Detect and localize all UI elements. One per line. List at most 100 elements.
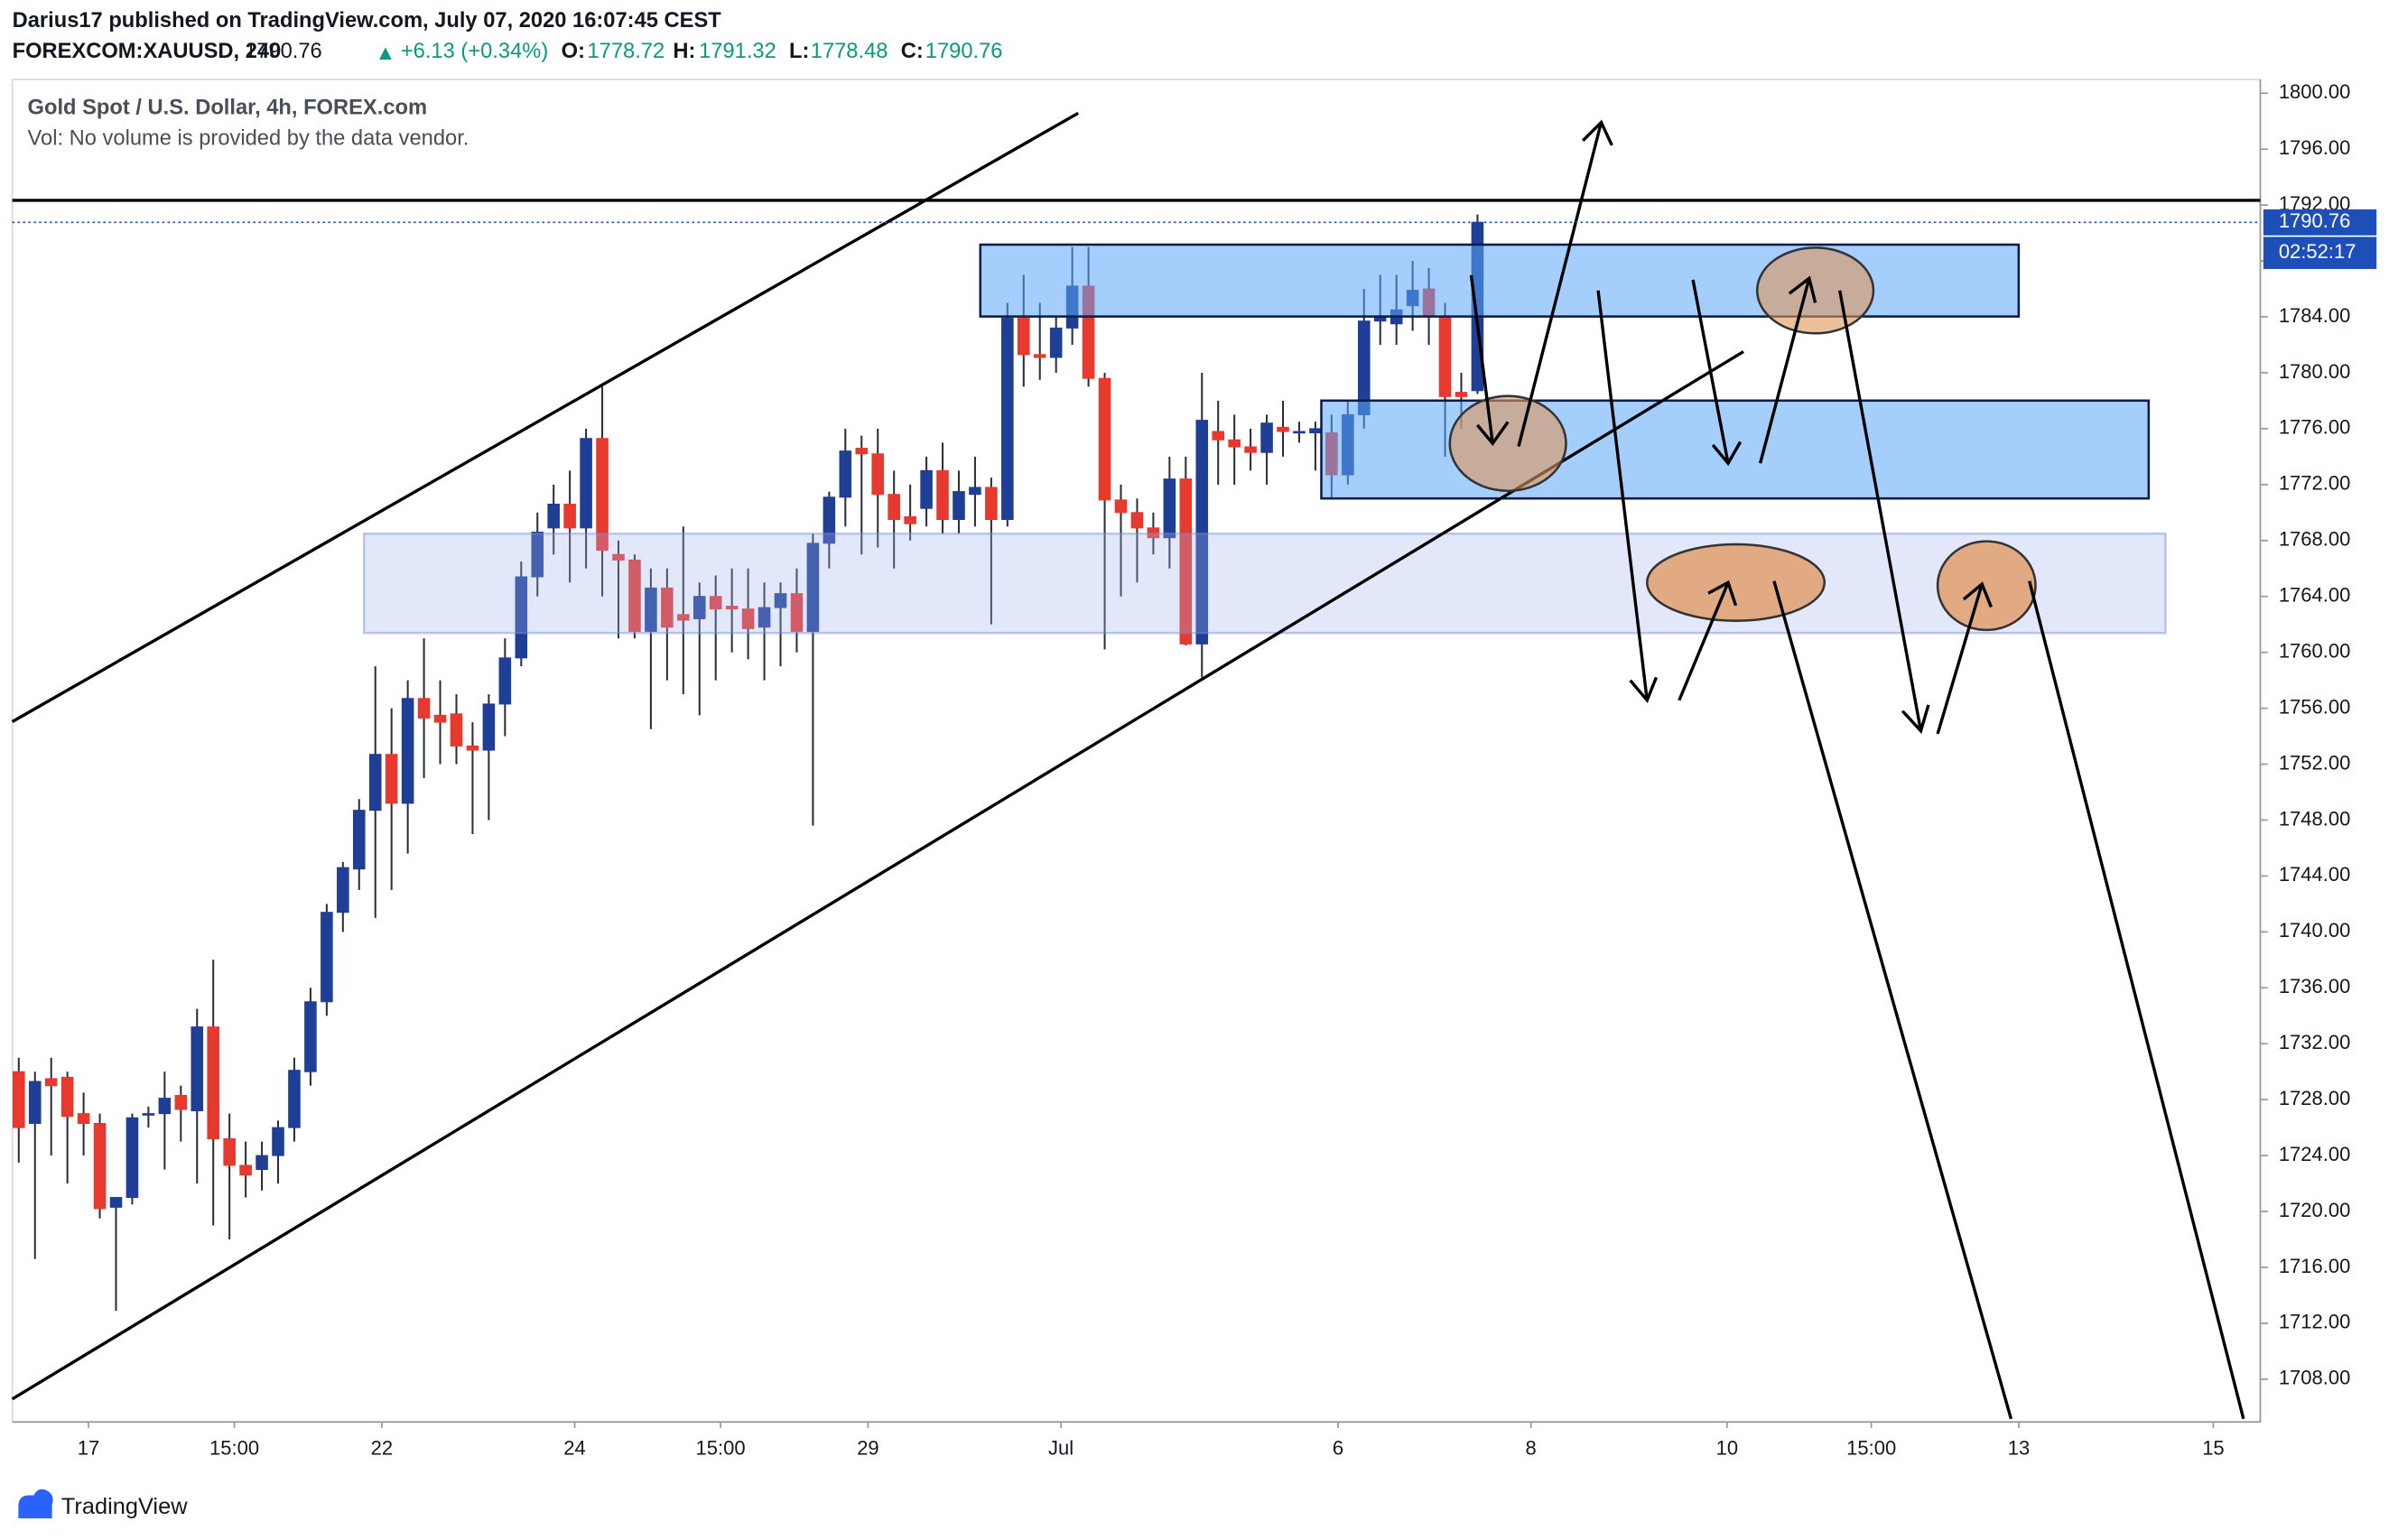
candle-body — [1130, 512, 1144, 529]
candle-body — [191, 1026, 204, 1112]
candle-body — [758, 607, 771, 628]
candle-body — [741, 608, 755, 629]
candle-body — [839, 450, 852, 498]
candle-body — [692, 596, 706, 619]
x-tick-label: 15:00 — [1846, 1437, 1896, 1460]
candle-body — [774, 593, 787, 608]
y-tick-label: 1768.00 — [2279, 528, 2351, 551]
candle-body — [806, 543, 820, 632]
candle-body — [450, 713, 463, 747]
candle-body — [433, 714, 447, 723]
candle-body — [401, 698, 414, 804]
candle-body — [580, 438, 592, 529]
candle-body — [1455, 392, 1468, 397]
chart-title: Gold Spot / U.S. Dollar, 4h, FOREX.com — [28, 97, 428, 120]
candle-body — [563, 503, 576, 529]
projection-line — [1772, 580, 2013, 1420]
y-tick-label: 1776.00 — [2279, 416, 2351, 439]
countdown-box — [2263, 237, 2377, 269]
candle-body — [628, 559, 641, 632]
arrow — [1678, 581, 1730, 701]
candle-body — [1212, 431, 1225, 441]
arrow-head — [1581, 119, 1613, 146]
x-tick-label: 6 — [1333, 1437, 1343, 1460]
open-label: O: — [562, 40, 585, 63]
high-value: 1791.32 — [699, 40, 776, 63]
arrow — [1517, 122, 1603, 448]
candle-body — [661, 587, 674, 628]
candle-body — [321, 912, 333, 1003]
symbol: FOREXCOM:XAUUSD, 240 — [13, 40, 282, 63]
candle-body — [936, 469, 949, 521]
change: +6.13 (+0.34%) — [401, 40, 548, 63]
last-price-box — [2263, 209, 2377, 236]
candle-body — [677, 614, 690, 621]
candle-body — [531, 531, 544, 578]
chart-subtitle: Vol: No volume is provided by the data v… — [28, 126, 469, 150]
candle-body — [352, 810, 366, 870]
arrow — [1691, 279, 1730, 464]
candle-body — [272, 1127, 284, 1156]
candle-body — [1049, 327, 1063, 358]
x-tick-label: 24 — [563, 1437, 585, 1460]
candle-body — [1114, 499, 1128, 514]
candle-body — [953, 491, 965, 521]
y-tick-label: 1716.00 — [2279, 1255, 2351, 1277]
candle-body — [515, 576, 528, 659]
candle-body — [612, 553, 625, 561]
x-tick-label: 8 — [1526, 1437, 1537, 1460]
candle-body — [1438, 316, 1452, 397]
candle-body — [920, 469, 933, 509]
candle-body — [77, 1113, 90, 1124]
candle-body — [1098, 377, 1111, 501]
ellipse — [1755, 246, 1875, 335]
candle-body — [985, 487, 998, 521]
close-label: C: — [901, 40, 924, 63]
candle-body — [1309, 428, 1322, 434]
arrow-head — [1901, 704, 1930, 734]
candle-body — [482, 703, 496, 751]
candle-body — [904, 515, 916, 524]
brand: TradingView — [61, 1494, 188, 1519]
footer: TradingView — [18, 1489, 188, 1519]
y-tick-label: 1760.00 — [2279, 639, 2351, 662]
x-tick-label: 17 — [78, 1437, 99, 1460]
y-tick-label: 1724.00 — [2279, 1143, 2351, 1165]
arrow-head — [1788, 275, 1817, 303]
low-label: L: — [789, 40, 809, 63]
candle-body — [93, 1122, 107, 1210]
candle-body — [417, 698, 431, 719]
candle-body — [125, 1117, 139, 1199]
ellipse — [1936, 540, 2037, 632]
last-price: 1790.76 — [245, 40, 322, 63]
y-tick-label: 1728.00 — [2279, 1087, 2351, 1109]
candle-body — [709, 596, 722, 610]
x-tick-label: 13 — [2008, 1437, 2030, 1460]
candle-body — [645, 587, 657, 632]
drawings — [11, 111, 2261, 1420]
candle-body — [304, 1001, 317, 1072]
candle-body — [256, 1155, 268, 1171]
candle-body — [12, 1071, 25, 1128]
y-tick-label: 1708.00 — [2279, 1367, 2351, 1389]
logo — [18, 1489, 53, 1518]
candle-body — [207, 1026, 219, 1140]
candle-body — [871, 453, 885, 496]
x-tick-label: Jul — [1048, 1437, 1074, 1460]
candle-body — [1228, 439, 1241, 448]
y-tick-label: 1752.00 — [2279, 751, 2351, 774]
low-value: 1778.48 — [811, 40, 888, 63]
last-price-label: 1790.76 — [2279, 209, 2351, 232]
candle-body — [385, 754, 398, 804]
close-value: 1790.76 — [925, 40, 1003, 63]
arrow — [1596, 290, 1649, 700]
candle-body — [158, 1098, 172, 1115]
x-tick-label: 15 — [2202, 1437, 2224, 1460]
candle-body — [823, 496, 836, 544]
up-icon — [379, 47, 392, 60]
candle-body — [1001, 318, 1014, 521]
candle-body — [1260, 422, 1273, 453]
candle-body — [498, 657, 512, 705]
candle-body — [109, 1197, 123, 1208]
